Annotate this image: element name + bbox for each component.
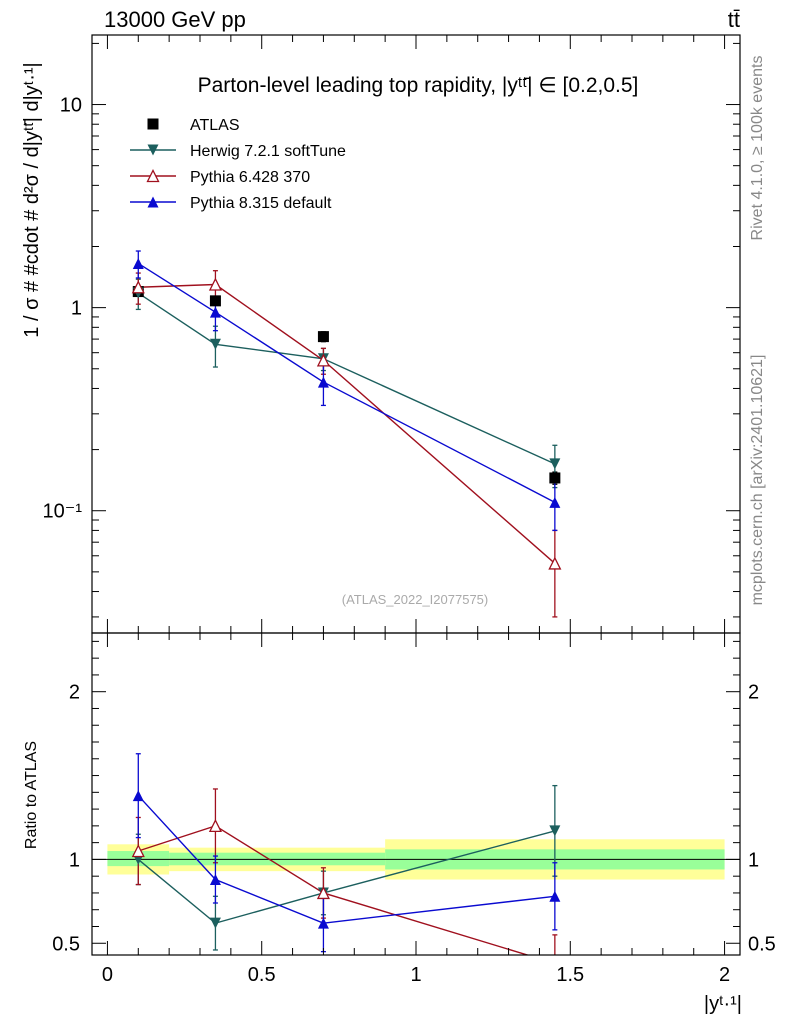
main-line-herwig [137,292,556,465]
main-point-pythia6 [208,277,222,291]
main-point-pythia8 [209,306,221,318]
main-line-pythia6 [138,283,556,564]
mcplots-credit-label: mcplots.cern.ch [arXiv:2401.10621] [749,355,766,606]
main-point-data [549,472,561,484]
ratio-point-pythia6 [208,818,222,833]
main-point-pythia8 [132,257,144,269]
legend-marker-pythia6 [146,169,160,183]
ratio-y-tick-label-right: 1 [748,849,759,871]
ratio-markers [131,790,561,929]
main-point-pythia6 [548,556,562,570]
ratio-axis-ticks: 0.5 0.5 1 1 2 2 0 0.5 1 1.5 2 [52,633,776,986]
main-point-herwig [209,338,221,350]
legend: ATLAS Herwig 7.2.1 softTune Pythia 6.428 3… [130,117,346,212]
ratio-point-pythia8 [209,874,221,886]
main-y-tick-label: 10 [60,95,82,117]
ratio-point-pythia6 [316,885,330,900]
main-point-pythia8 [317,376,329,388]
main-y-axis-label: 1 / σ # #cdot # d²σ / d|yᵗᵗ̄| d|yᵗ·¹| [21,62,43,337]
legend-marker-herwig [147,144,159,156]
main-point-pythia6 [131,280,145,294]
ratio-x-tick-label: 1 [410,964,421,986]
ratio-plot-frame [91,632,741,956]
ratio-y-tick-label-left: 2 [69,682,80,704]
main-markers [131,257,562,570]
ratio-line-herwig [137,830,556,924]
main-point-pythia6 [316,353,330,367]
legend-marker-data [147,118,159,130]
main-y-tick-label: 1 [71,298,82,320]
ratio-point-herwig [209,917,221,929]
legend-marker-pythia8 [147,196,159,208]
main-point-pythia8 [549,496,561,508]
main-panel: 10⁻¹ 1 10 Parton-level leading top rapidit… [21,34,741,634]
ratio-point-pythia6 [131,844,145,858]
header-energy-label: 13000 GeV pp [104,7,246,32]
main-point-data [317,331,329,343]
ratio-point-pythia8 [317,917,329,929]
ratio-x-tick-label: 1.5 [556,964,584,986]
header-process-label: tt̄ [728,7,740,32]
ratio-y-tick-label-left: 0.5 [52,933,80,955]
ratio-x-tick-label: 0.5 [248,964,276,986]
ratio-y-tick-label-right: 0.5 [748,933,776,955]
legend-label-pythia6: Pythia 6.428 370 [190,169,310,186]
ratio-point-pythia8 [132,790,144,802]
legend-label-data: ATLAS [190,117,240,134]
ratio-y-tick-label-right: 2 [748,682,759,704]
main-axis-ticks: 10⁻¹ 1 10 [43,35,740,633]
main-error-bars [135,250,558,618]
main-point-herwig [549,458,561,470]
legend-label-pythia8: Pythia 8.315 default [190,195,332,212]
ratio-y-tick-label-left: 1 [69,849,80,871]
ratio-x-tick-label: 0 [102,964,113,986]
main-plot-title: Parton-level leading top rapidity, |yᵗᵗ̄… [198,74,639,97]
main-line-pythia8 [137,262,556,503]
main-y-tick-label: 10⁻¹ [43,501,83,523]
analysis-watermark: (ATLAS_2022_I2077575) [342,592,488,607]
ratio-x-tick-label: 2 [719,964,730,986]
ratio-panel: 0.5 0.5 1 1 2 2 0 0.5 1 1.5 2 Ratio to ATLAS |yᵗ·¹… [23,632,776,1015]
x-axis-label: |yᵗ·¹| [704,993,742,1015]
ratio-point-herwig [549,825,561,837]
rivet-version-label: Rivet 4.1.0, ≥ 100k events [749,56,766,241]
main-point-data [209,295,221,307]
main-series-lines [137,262,556,564]
ratio-y-axis-label: Ratio to ATLAS [23,741,40,849]
ratio-line-pythia8 [137,795,555,924]
legend-label-herwig: Herwig 7.2.1 softTune [190,143,346,160]
ratio-series-lines [137,795,556,955]
ratio-point-pythia8 [549,890,561,902]
